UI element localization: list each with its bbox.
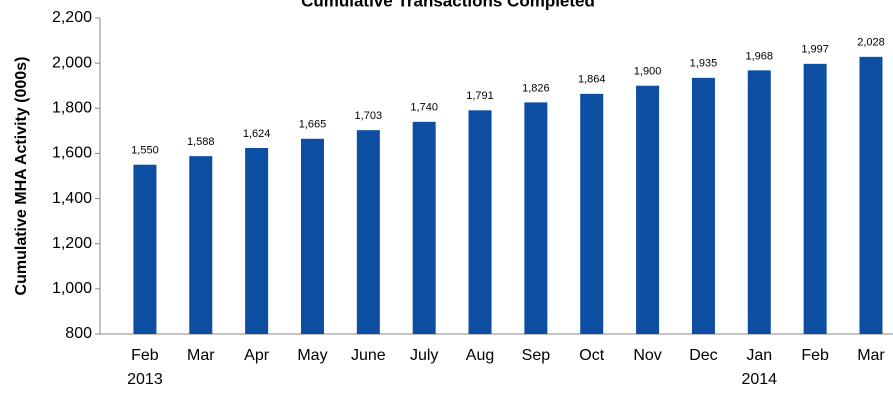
bar xyxy=(189,156,213,334)
data-label: 1,703 xyxy=(355,110,383,122)
x-tick-label: Jan xyxy=(746,347,772,364)
data-label: 1,900 xyxy=(634,66,662,78)
x-tick-label: Sep xyxy=(522,347,551,364)
y-tick-label: 2,200 xyxy=(52,9,92,26)
bar xyxy=(356,130,380,334)
x-tick-label: June xyxy=(351,347,386,364)
data-label: 1,997 xyxy=(801,44,829,56)
bar xyxy=(691,77,715,335)
bar xyxy=(580,93,604,334)
x-tick-label: Aug xyxy=(466,347,494,364)
data-label: 1,968 xyxy=(746,50,774,62)
x-tick-label: Feb xyxy=(801,347,829,364)
bar xyxy=(747,70,771,334)
data-label: 2,028 xyxy=(857,37,885,49)
y-tick-label: 1,400 xyxy=(52,190,92,207)
y-tick-label: 800 xyxy=(65,325,92,342)
x-tick-label: Mar xyxy=(187,347,215,364)
data-label: 1,550 xyxy=(131,145,159,157)
bar xyxy=(412,121,436,334)
data-label: 1,826 xyxy=(522,82,550,94)
x-tick-label: Feb xyxy=(131,347,159,364)
data-label: 1,935 xyxy=(690,58,718,70)
x-tick-label: Dec xyxy=(689,347,717,364)
data-label: 1,740 xyxy=(410,102,438,114)
bar xyxy=(245,148,269,334)
data-label: 1,588 xyxy=(187,136,215,148)
y-tick-label: 2,000 xyxy=(52,54,92,71)
y-axis-label: Cumulative MHA Activity (000s) xyxy=(13,57,30,296)
data-label: 1,665 xyxy=(299,119,327,131)
bar xyxy=(803,63,827,334)
x-tick-label: May xyxy=(297,347,327,364)
x-year-label: 2014 xyxy=(741,371,777,388)
x-tick-label: Apr xyxy=(244,347,270,364)
bar xyxy=(133,164,157,334)
bar xyxy=(300,138,324,334)
y-tick-label: 1,800 xyxy=(52,100,92,117)
chart-title: Cumulative Transactions Completed xyxy=(301,0,595,10)
bar xyxy=(636,85,660,334)
data-label: 1,791 xyxy=(466,90,494,102)
bar xyxy=(524,102,548,334)
x-tick-label: Oct xyxy=(579,347,604,364)
x-tick-label: July xyxy=(410,347,438,364)
bar xyxy=(468,110,492,335)
x-tick-label: Mar xyxy=(857,347,885,364)
bar xyxy=(859,56,883,335)
y-tick-label: 1,000 xyxy=(52,280,92,297)
x-year-label: 2013 xyxy=(127,371,163,388)
data-label: 1,624 xyxy=(243,128,271,140)
y-tick-label: 1,600 xyxy=(52,145,92,162)
data-label: 1,864 xyxy=(578,74,606,86)
x-tick-label: Nov xyxy=(633,347,661,364)
y-tick-label: 1,200 xyxy=(52,235,92,252)
